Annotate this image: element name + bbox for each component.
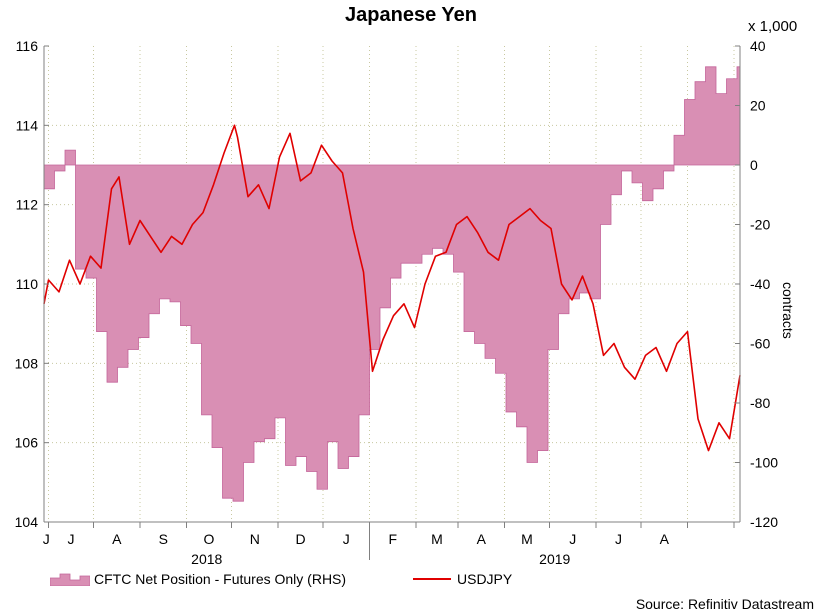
x-tick-label: A	[660, 531, 670, 547]
source-note: Source: Refinitiv Datastream	[635, 596, 814, 612]
legend-swatch-area	[49, 572, 91, 587]
right-tick-label: -60	[750, 336, 770, 352]
x-tick-label: O	[204, 531, 215, 547]
year-label: 2018	[191, 551, 222, 567]
x-tick-label: J	[343, 531, 350, 547]
left-tick-label: 106	[15, 435, 39, 451]
left-tick-label: 114	[16, 117, 39, 133]
right-tick-label: -80	[750, 395, 770, 411]
legend-swatch-line	[413, 578, 451, 580]
x-tick-label: A	[477, 531, 487, 547]
right-tick-label: -100	[750, 455, 778, 471]
usdjpy-line-series	[43, 124, 741, 452]
x-tick-label: J	[43, 531, 50, 547]
right-tick-label: 0	[750, 157, 758, 173]
legend-item-usdjpy: USDJPY	[413, 571, 512, 587]
x-tick-label: M	[431, 531, 443, 547]
x-tick-label: S	[159, 531, 168, 547]
x-tick-label: D	[295, 531, 305, 547]
x-tick-label: N	[250, 531, 260, 547]
legend-label-usdjpy: USDJPY	[457, 571, 513, 587]
x-tick-label: J	[615, 531, 622, 547]
x-tick-label: J	[68, 531, 75, 547]
x-tick-label: M	[521, 531, 533, 547]
x-tick-label: A	[112, 531, 122, 547]
left-tick-label: 108	[15, 355, 39, 371]
chart-title: Japanese Yen	[345, 4, 477, 26]
x-tick-label: F	[388, 531, 397, 547]
right-tick-label: 40	[750, 38, 766, 54]
left-tick-label: 112	[16, 197, 39, 213]
year-label: 2019	[539, 551, 570, 567]
right-tick-label: -120	[750, 514, 778, 530]
cftc-area-series	[43, 66, 741, 502]
right-tick-label: -40	[750, 276, 770, 292]
left-tick-label: 116	[16, 38, 39, 54]
left-tick-label: 110	[16, 276, 39, 292]
x-tick-label: J	[569, 531, 576, 547]
left-tick-label: 104	[15, 514, 39, 530]
right-tick-label: -20	[750, 217, 770, 233]
legend-label-cftc: CFTC Net Position - Futures Only (RHS)	[94, 571, 347, 587]
right-tick-label: 20	[750, 98, 766, 114]
right-axis-unit: x 1,000	[748, 18, 798, 35]
legend-item-cftc: CFTC Net Position - Futures Only (RHS)	[49, 571, 347, 587]
